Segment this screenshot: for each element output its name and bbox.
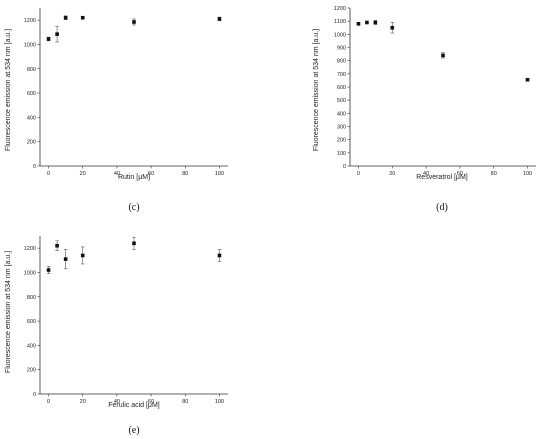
y-tick-label: 600 (27, 91, 36, 97)
x-tick-label: 0 (47, 171, 50, 177)
panel-e-xlabel: Ferulic acid [μM] (108, 402, 160, 409)
x-tick-label: 60 (457, 171, 463, 177)
y-tick-label: 0 (33, 164, 36, 170)
y-tick-label: 1000 (24, 270, 36, 276)
panel-e: Fluorescence emission at 534 nm [a.u.] F… (5, 236, 228, 436)
data-point (217, 253, 222, 258)
panel-c: Fluorescence emission at 534 nm [a.u.] R… (5, 8, 228, 213)
y-tick-label: 1200 (24, 246, 36, 252)
y-tick-label: 700 (337, 72, 346, 78)
x-tick-label: 80 (182, 171, 188, 177)
y-tick-label: 200 (27, 368, 36, 374)
x-tick-label: 40 (114, 399, 120, 405)
data-point (390, 25, 395, 30)
y-tick-label: 1200 (334, 6, 346, 12)
y-tick-label: 1200 (24, 18, 36, 24)
panel-d-label: (d) (436, 202, 448, 213)
y-tick-label: 900 (337, 46, 346, 52)
x-tick-label: 20 (80, 399, 86, 405)
y-tick-label: 800 (27, 295, 36, 301)
x-tick-label: 100 (523, 171, 532, 177)
data-point (365, 20, 369, 25)
data-point (80, 15, 85, 20)
data-point (63, 15, 68, 20)
y-tick-label: 600 (27, 319, 36, 325)
x-tick-label: 60 (148, 171, 154, 177)
y-tick-label: 200 (27, 140, 36, 146)
data-point (356, 22, 361, 26)
panel-c-ylabel: Fluorescence emission at 534 nm [a.u.] (5, 29, 12, 151)
x-tick-label: 100 (215, 399, 224, 405)
y-tick-label: 800 (337, 59, 346, 65)
data-point (441, 53, 445, 58)
panel-d: Fluorescence emission at 534 nm [a.u.] R… (313, 6, 536, 213)
panel-c-label: (c) (128, 202, 139, 213)
data-point (46, 268, 51, 272)
x-tick-label: 20 (389, 171, 395, 177)
data-point (373, 20, 378, 25)
y-tick-label: 1000 (24, 42, 36, 48)
x-tick-label: 80 (491, 171, 497, 177)
y-tick-label: 0 (33, 392, 36, 398)
x-tick-label: 80 (182, 399, 188, 405)
y-tick-label: 1100 (334, 19, 346, 25)
y-tick-label: 300 (337, 125, 346, 131)
x-tick-label: 60 (148, 399, 154, 405)
data-point (132, 20, 136, 24)
y-tick-label: 1000 (334, 32, 346, 38)
y-tick-label: 400 (337, 111, 346, 117)
x-tick-label: 40 (423, 171, 429, 177)
y-tick-label: 500 (337, 98, 346, 104)
x-tick-label: 0 (357, 171, 360, 177)
x-tick-label: 0 (47, 399, 50, 405)
y-tick-label: 400 (27, 115, 36, 121)
panel-e-ylabel: Fluorescence emission at 534 nm [a.u.] (5, 251, 12, 373)
y-tick-label: 800 (27, 67, 36, 73)
y-tick-label: 200 (337, 138, 346, 144)
data-point (217, 17, 222, 21)
data-point (80, 253, 85, 258)
x-tick-label: 100 (215, 171, 224, 177)
y-tick-label: 600 (337, 85, 346, 91)
panel-d-ylabel: Fluorescence emission at 534 nm [a.u.] (313, 29, 320, 151)
panel-c-xlabel: Rutin [μM] (118, 174, 150, 181)
y-tick-label: 0 (343, 164, 346, 170)
data-point (55, 32, 59, 36)
y-tick-label: 100 (337, 151, 346, 157)
data-point (55, 243, 59, 248)
data-point (46, 37, 51, 41)
x-tick-label: 20 (80, 171, 86, 177)
data-point (63, 257, 68, 261)
panel-d-xlabel: Resveratrol [μM] (416, 174, 468, 181)
panel-e-label: (e) (128, 425, 139, 436)
y-tick-label: 400 (27, 343, 36, 349)
data-point (132, 241, 136, 246)
x-tick-label: 40 (114, 171, 120, 177)
data-point (525, 77, 530, 82)
